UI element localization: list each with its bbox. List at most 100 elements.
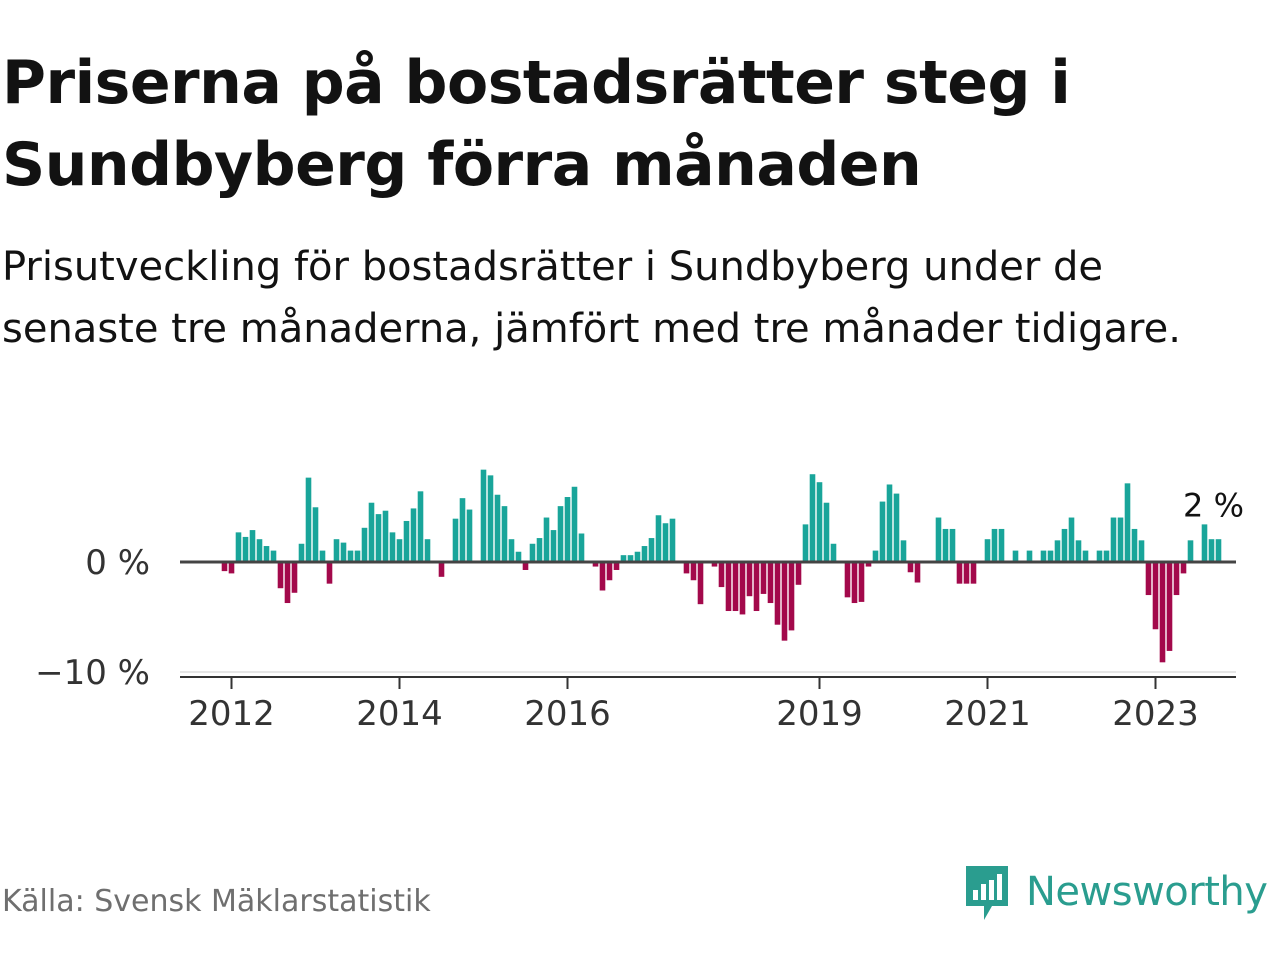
bar <box>1145 562 1152 596</box>
bar <box>767 562 774 604</box>
bar <box>1187 540 1194 562</box>
bar <box>711 562 718 567</box>
bar <box>494 494 501 562</box>
bar <box>522 562 529 570</box>
bar <box>648 538 655 562</box>
bar <box>424 539 431 562</box>
bar <box>459 498 466 562</box>
bar <box>543 517 550 562</box>
bar <box>690 562 697 581</box>
x-tick-label: 2016 <box>524 694 611 734</box>
bar <box>669 518 676 562</box>
bar <box>515 551 522 562</box>
bar <box>361 527 368 562</box>
bar <box>270 550 277 562</box>
bar <box>1103 550 1110 562</box>
bar <box>277 562 284 589</box>
bar <box>1201 524 1208 562</box>
bar <box>942 528 949 562</box>
bar <box>865 562 872 567</box>
bar <box>1068 517 1075 562</box>
bar <box>746 562 753 597</box>
bar <box>396 539 403 562</box>
x-tick-label: 2021 <box>944 694 1031 734</box>
bar <box>403 520 410 562</box>
bar <box>641 546 648 562</box>
bar <box>599 562 606 591</box>
bar <box>795 562 802 585</box>
bar <box>781 562 788 641</box>
bar <box>627 555 634 562</box>
brand-logo[interactable]: Newsworthy <box>962 862 1268 922</box>
y-tick-label: 0 % <box>85 543 150 583</box>
bar <box>739 562 746 615</box>
bar <box>970 562 977 584</box>
bar <box>326 562 333 584</box>
bar <box>466 509 473 562</box>
bar <box>578 533 585 562</box>
bar <box>620 555 627 562</box>
bar <box>1054 540 1061 562</box>
bar <box>1124 483 1131 562</box>
bar <box>634 551 641 562</box>
bar <box>340 542 347 562</box>
bar <box>1026 550 1033 562</box>
bar <box>753 562 760 612</box>
bar <box>375 514 382 562</box>
bar <box>662 523 669 562</box>
bar <box>844 562 851 598</box>
bar <box>354 550 361 562</box>
bar <box>823 502 830 562</box>
bar <box>305 477 312 562</box>
bar <box>501 506 508 562</box>
bar <box>368 502 375 562</box>
bar <box>1215 539 1222 562</box>
bar <box>529 543 536 562</box>
bar <box>991 528 998 562</box>
bar <box>319 550 326 562</box>
bar <box>655 515 662 562</box>
bars-layer <box>221 469 1222 663</box>
bar <box>417 491 424 562</box>
bar <box>1208 539 1215 562</box>
bar <box>851 562 858 604</box>
x-tick-label: 2012 <box>188 694 275 734</box>
bar <box>1152 562 1159 630</box>
bar <box>382 510 389 562</box>
brand-name: Newsworthy <box>1026 869 1268 915</box>
bar <box>410 508 417 562</box>
bar <box>606 562 613 581</box>
bar <box>333 539 340 562</box>
bar <box>1159 562 1166 663</box>
bar <box>1040 550 1047 562</box>
x-tick-label: 2014 <box>356 694 443 734</box>
bar <box>263 546 270 562</box>
bar <box>249 530 256 562</box>
bar <box>571 486 578 562</box>
bar <box>718 562 725 588</box>
bar <box>809 474 816 562</box>
bar <box>284 562 291 604</box>
bar <box>935 517 942 562</box>
bar <box>557 506 564 562</box>
bar <box>592 562 599 567</box>
bar <box>879 501 886 562</box>
bar <box>956 562 963 584</box>
chart-title: Priserna på bostadsrätter steg i Sundbyb… <box>2 48 1071 200</box>
bar <box>452 518 459 562</box>
bar-chart: 0 % −10 % 2012 2014 2016 2019 2021 2023 2 % <box>35 469 1244 734</box>
bar <box>242 536 249 562</box>
bar <box>221 562 228 572</box>
source-note: Källa: Svensk Mäklarstatistik <box>2 884 431 919</box>
bar <box>564 497 571 562</box>
bar <box>298 543 305 562</box>
bar <box>508 539 515 562</box>
bar <box>235 532 242 562</box>
bar <box>900 540 907 562</box>
bar <box>872 550 879 562</box>
bar <box>830 543 837 562</box>
bar <box>1096 550 1103 562</box>
bar <box>1131 528 1138 562</box>
bar <box>228 562 235 574</box>
bar <box>907 562 914 573</box>
